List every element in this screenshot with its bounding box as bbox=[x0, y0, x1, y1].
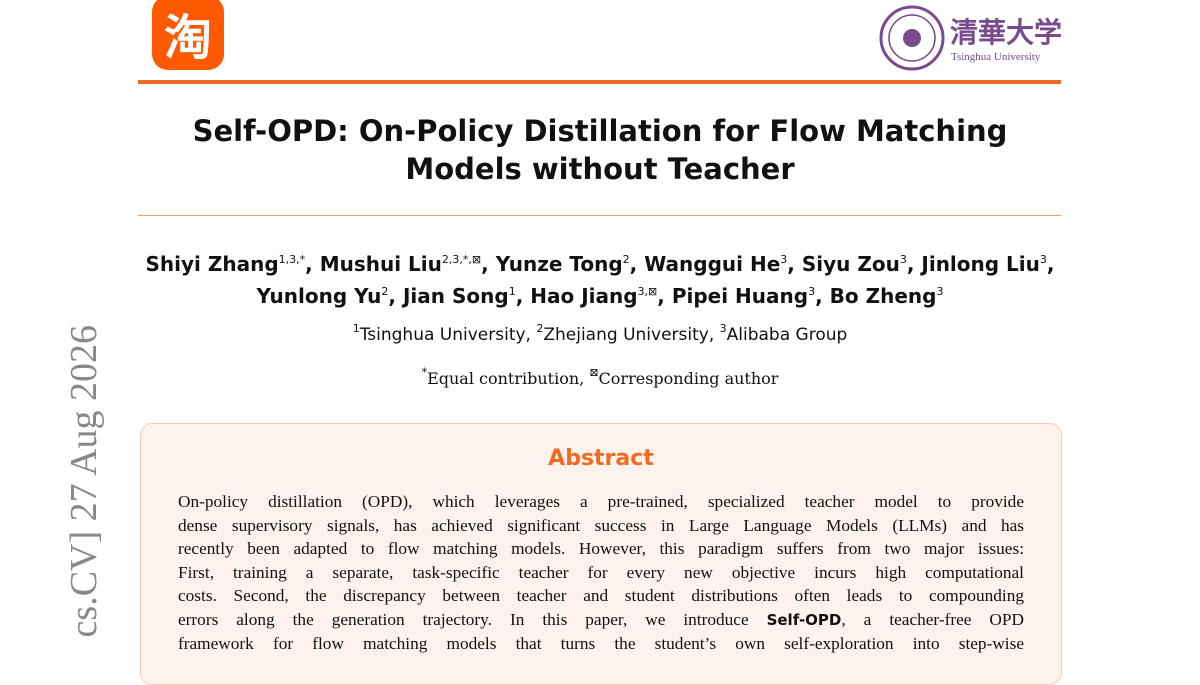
author-name: Jinlong Liu bbox=[921, 252, 1040, 276]
affiliations: 1Tsinghua University, 2Zhejiang Universi… bbox=[140, 322, 1060, 345]
author-name: Siyu Zou bbox=[801, 252, 900, 276]
title: Self-OPD: On-Policy Distillation for Flo… bbox=[150, 112, 1050, 188]
separator: , bbox=[388, 284, 403, 308]
affiliation-name: Zhejiang University bbox=[543, 325, 709, 345]
author-name: Yunlong Yu bbox=[256, 284, 382, 308]
author-name: Shiyi Zhang bbox=[145, 252, 279, 276]
author-name: Wanggui He bbox=[644, 252, 781, 276]
author-name: Pipei Huang bbox=[671, 284, 809, 308]
author-marks: 1 bbox=[508, 285, 516, 298]
separator: , bbox=[629, 252, 645, 276]
title-rule bbox=[138, 215, 1061, 216]
separator: , bbox=[708, 325, 720, 345]
left-logo: 淘 bbox=[152, 0, 224, 70]
separator: , bbox=[906, 252, 922, 276]
separator: , bbox=[525, 325, 537, 345]
abstract-line: costs. Second, the discrepancy between t… bbox=[178, 586, 1024, 605]
separator: , bbox=[579, 369, 590, 388]
abstract-line: recently been adapted to flow matching m… bbox=[178, 539, 1024, 558]
author-marks: 3,⊠ bbox=[637, 285, 658, 298]
separator: , bbox=[815, 284, 830, 308]
separator: , bbox=[657, 284, 672, 308]
author-name: Bo Zheng bbox=[829, 284, 937, 308]
separator: , bbox=[787, 252, 802, 276]
text: , a teacher-free OPD bbox=[841, 609, 1024, 629]
separator: , bbox=[481, 252, 496, 276]
author-marks: 3 bbox=[808, 285, 816, 298]
abstract-line: First, training a separate, task-specifi… bbox=[178, 562, 1024, 582]
abstract-line: errors along the generation trajectory. … bbox=[178, 608, 1024, 633]
separator: , bbox=[1046, 252, 1055, 276]
author-marks: 3 bbox=[899, 253, 907, 266]
author-marks: 2 bbox=[381, 285, 389, 298]
seal-center bbox=[903, 29, 921, 47]
top-rule bbox=[138, 80, 1061, 84]
note-text: Equal contribution bbox=[427, 369, 580, 388]
abstract-box bbox=[140, 423, 1062, 685]
affiliation-mark: 1 bbox=[352, 322, 360, 335]
body: 淘 清華大学 Tsinghua University cs.CV] 27 Aug… bbox=[63, 0, 1063, 685]
author-name: Jian Song bbox=[402, 284, 509, 308]
method-name: Self-OPD bbox=[766, 610, 842, 629]
logo-english: Tsinghua University bbox=[951, 51, 1041, 63]
notes: *Equal contribution, ⊠Corresponding auth… bbox=[140, 366, 1060, 388]
note-text: Corresponding author bbox=[598, 369, 779, 388]
abstract-line: On-policy distillation (OPD), which leve… bbox=[178, 492, 1024, 511]
abstract-line: dense supervisory signals, has achieved … bbox=[178, 515, 1024, 535]
title-line: Models without Teacher bbox=[405, 152, 795, 186]
authors: Shiyi Zhang1,3,*, Mushui Liu2,3,*,⊠, Yun… bbox=[140, 246, 1060, 310]
page: Paper page {"header": {"left_logo": "淘",… bbox=[63, 0, 1063, 685]
note-mark: ⊠ bbox=[589, 366, 599, 379]
author-marks: 2 bbox=[622, 253, 630, 266]
affiliation-mark: 3 bbox=[719, 322, 727, 335]
abstract-body: On-policy distillation (OPD), which leve… bbox=[178, 490, 1024, 656]
seal-inner bbox=[888, 14, 936, 62]
author-marks: 1,3,* bbox=[278, 253, 306, 266]
affiliation-mark: 2 bbox=[536, 322, 544, 335]
separator: , bbox=[305, 252, 320, 276]
seal bbox=[879, 5, 945, 71]
note-mark: * bbox=[421, 366, 428, 379]
affiliation-name: Tsinghua University bbox=[359, 325, 526, 345]
author-marks: 3 bbox=[936, 285, 944, 298]
author-marks: 3 bbox=[1039, 253, 1047, 266]
author-name: Hao Jiang bbox=[530, 284, 638, 308]
author-marks: 3 bbox=[780, 253, 788, 266]
title-line: Self-OPD: On-Policy Distillation for Flo… bbox=[192, 114, 1008, 148]
text: errors along the generation trajectory. … bbox=[178, 609, 767, 629]
abstract-line: framework for flow matching models that … bbox=[178, 634, 1024, 653]
author-name: Mushui Liu bbox=[319, 252, 442, 276]
right-logo: 清華大学 Tsinghua University bbox=[879, 5, 1062, 71]
stamp-text: cs.CV] 27 Aug 2026 bbox=[63, 325, 105, 638]
abstract-heading: Abstract bbox=[548, 446, 654, 471]
author-name: Yunze Tong bbox=[495, 252, 623, 276]
logo-chinese: 清華大学 bbox=[950, 16, 1062, 49]
affiliation-name: Alibaba Group bbox=[726, 325, 848, 345]
author-marks: 2,3,*,⊠ bbox=[441, 253, 482, 266]
separator: , bbox=[515, 284, 531, 308]
